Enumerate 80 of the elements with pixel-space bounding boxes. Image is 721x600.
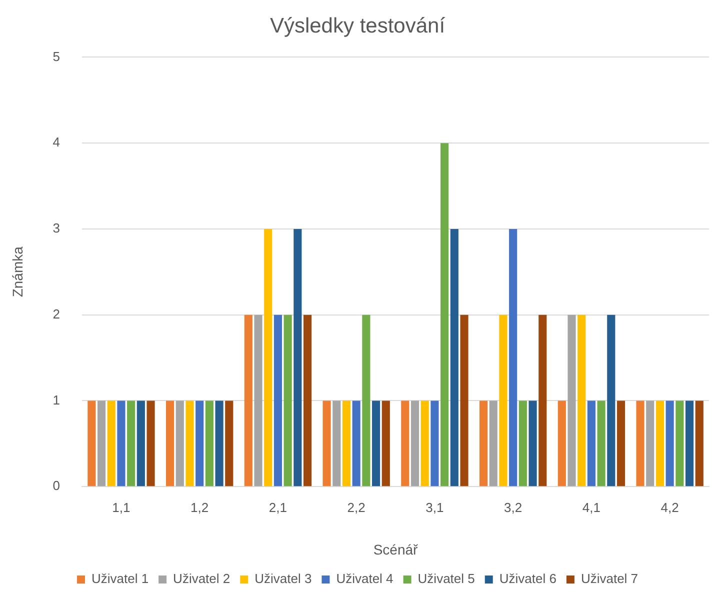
legend-label: Uživatel 6 (499, 571, 556, 586)
bar (244, 314, 252, 486)
bar (205, 400, 214, 486)
bar (538, 314, 547, 486)
bar (420, 400, 429, 486)
bar (695, 400, 704, 486)
bar (568, 314, 576, 486)
bar (294, 228, 302, 486)
bar (558, 400, 566, 486)
bar (676, 400, 684, 486)
x-tick-label: 4,2 (660, 500, 679, 515)
legend-label: Uživatel 5 (418, 571, 475, 586)
legend-label: Uživatel 2 (173, 571, 230, 586)
bar (215, 400, 224, 486)
y-axis-title: Známka (9, 246, 26, 298)
bar (636, 400, 644, 486)
bar (127, 400, 136, 486)
x-tick-label: 2,1 (268, 500, 287, 515)
bar (440, 143, 449, 486)
bar (136, 400, 145, 486)
bar (479, 400, 488, 486)
bar (401, 400, 410, 486)
bar (117, 400, 126, 486)
bar (107, 400, 116, 486)
bar (646, 400, 654, 486)
bar (146, 400, 155, 486)
legend-label: Uživatel 7 (580, 571, 638, 586)
x-tick-label: 1,2 (190, 500, 209, 515)
bar (176, 400, 184, 486)
x-tick-label: 1,1 (112, 500, 130, 515)
bar (489, 400, 498, 486)
y-tick-label: 0 (52, 478, 60, 494)
bar (518, 400, 527, 486)
y-tick-label: 4 (52, 134, 60, 150)
bar (196, 400, 204, 486)
chart-title: Výsledky testování (270, 14, 446, 38)
bar (587, 400, 596, 486)
bar (528, 400, 537, 486)
bar (186, 400, 194, 486)
bar (284, 314, 292, 486)
bar (274, 314, 282, 486)
bar (332, 400, 341, 486)
bar (97, 400, 106, 486)
bar (254, 314, 262, 486)
y-tick-label: 1 (52, 392, 60, 408)
bar (499, 314, 508, 486)
bar (460, 314, 468, 486)
bar (509, 228, 518, 486)
x-axis-title: Scénář (373, 541, 418, 558)
bar (362, 314, 370, 486)
bar (430, 400, 439, 486)
bar (666, 400, 674, 486)
bar (264, 228, 272, 486)
bar (410, 400, 420, 486)
bar (656, 400, 664, 486)
x-tick-label: 3,2 (504, 500, 522, 515)
bar (88, 400, 96, 486)
bar (352, 400, 360, 486)
legend-label: Uživatel 1 (91, 571, 149, 586)
bar (450, 228, 458, 486)
bar (372, 400, 380, 486)
bar (382, 400, 390, 486)
bar (607, 314, 616, 486)
bar (303, 314, 312, 486)
x-tick-label: 3,1 (426, 500, 444, 515)
y-tick-label: 3 (52, 220, 60, 236)
bar (225, 400, 234, 486)
bar (597, 400, 606, 486)
x-tick-label: 2,2 (347, 500, 366, 515)
y-tick-label: 2 (52, 306, 60, 322)
bar (322, 400, 331, 486)
bar (616, 400, 626, 486)
bar (578, 314, 586, 486)
bar (342, 400, 351, 486)
y-tick-label: 5 (52, 48, 60, 64)
legend-label: Uživatel 4 (336, 571, 394, 586)
x-tick-label: 4,1 (582, 500, 600, 515)
bar (166, 400, 174, 486)
legend-label: Uživatel 3 (254, 571, 312, 586)
bar (685, 400, 694, 486)
